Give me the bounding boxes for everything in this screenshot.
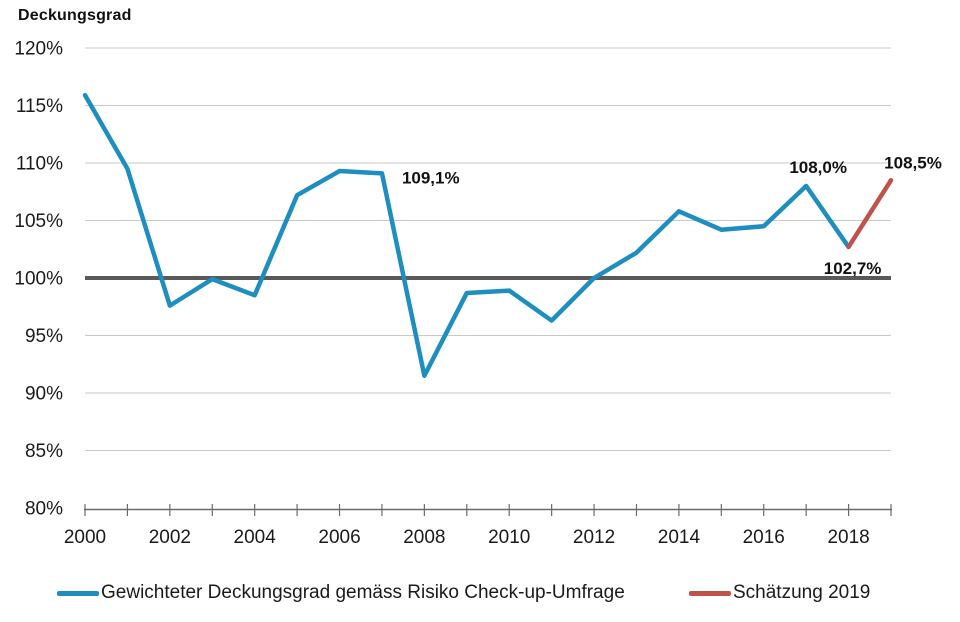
data-label: 109,1% — [402, 168, 460, 187]
y-tick-label: 95% — [25, 326, 63, 347]
chart-title: Deckungsgrad — [18, 7, 132, 24]
data-label: 102,7% — [824, 259, 882, 278]
data-label: 108,5% — [884, 153, 942, 172]
series-line-coverage — [82, 92, 851, 378]
data-label: 108,0% — [789, 158, 847, 177]
legend-label-coverage: Gewichteter Deckungsgrad gemäss Risiko C… — [101, 582, 625, 603]
y-tick-label: 105% — [14, 211, 63, 232]
x-tick-label: 2012 — [573, 527, 615, 548]
x-tick-label: 2004 — [234, 527, 277, 548]
x-tick-label: 2014 — [658, 527, 701, 548]
x-tick-label: 2010 — [488, 527, 530, 548]
x-tick-label: 2002 — [149, 527, 191, 548]
y-tick-label: 100% — [14, 269, 63, 290]
x-tick-label: 2000 — [64, 527, 106, 548]
y-tick-label: 90% — [25, 384, 63, 405]
legend-item-coverage: Gewichteter Deckungsgrad gemäss Risiko C… — [57, 581, 625, 605]
legend-line-icon-estimate — [689, 590, 731, 596]
legend: Gewichteter Deckungsgrad gemäss Risiko C… — [0, 581, 960, 605]
y-tick-label: 85% — [25, 441, 63, 462]
x-tick-label: 2016 — [743, 527, 785, 548]
y-tick-label: 80% — [25, 499, 63, 520]
x-tick-label: 2018 — [827, 527, 869, 548]
y-tick-label: 110% — [16, 154, 63, 175]
x-tick-label: 2006 — [318, 527, 360, 548]
legend-label-estimate: Schätzung 2019 — [733, 582, 871, 603]
legend-line-icon-coverage — [57, 590, 99, 596]
y-tick-label: 115% — [16, 96, 63, 117]
y-tick-label: 120% — [14, 39, 63, 60]
legend-item-estimate: Schätzung 2019 — [689, 581, 870, 605]
x-tick-label: 2008 — [403, 527, 445, 548]
series-line-estimate — [846, 178, 894, 250]
